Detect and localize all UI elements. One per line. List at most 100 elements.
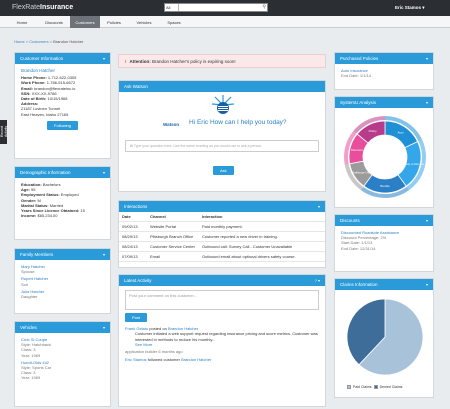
legend-swatch-denied [373, 385, 378, 390]
sunburst-outer-segment[interactable] [385, 116, 423, 142]
collapse-icon[interactable]: ▾ [102, 56, 105, 61]
collapse-icon[interactable]: ▾ [425, 56, 428, 61]
recent-activity-tab[interactable]: Recent Activity [0, 120, 8, 144]
address-line-2: East Heaven, Idaho 27165 [21, 111, 69, 117]
search-box[interactable]: All ⚲ [164, 3, 268, 12]
breadcrumb-current: Brandon Hatcher [53, 39, 84, 44]
following-button[interactable]: Following [47, 120, 78, 131]
cell-interaction: Paid monthly payment. [199, 221, 325, 232]
panel-header: Ask Watson [119, 81, 325, 92]
collapse-icon[interactable]: ▾ [425, 218, 428, 223]
family-member-link[interactable]: Julia Hatcher [21, 288, 45, 294]
sunburst-outer-segment[interactable] [353, 116, 385, 134]
tab-home[interactable]: Home [16, 20, 28, 25]
claims-panel: Claims Information ▾ Paid Claims Denied C… [334, 278, 434, 398]
tab-policies[interactable]: Policies [107, 20, 121, 25]
sunburst-outer-segment[interactable] [344, 163, 364, 191]
ask-button[interactable]: Ask [213, 166, 234, 176]
table-row[interactable]: 08/24/13 Customer Service Center Outboun… [119, 241, 325, 252]
tab-customers[interactable]: Customers [70, 16, 100, 28]
top-bar: FlexRateInsurance All ⚲ Eric Stamos ▾ [0, 0, 450, 16]
analysis-sunburst-chart[interactable]: Auto Likely to Renew Bundle Challenge (%) Di… [336, 109, 434, 207]
discount-start: Start Date: 1/1/13 [341, 240, 373, 246]
ssn: SSN: XXX-XX-9786 [21, 90, 57, 96]
cell-channel: Customer Service Center [147, 241, 199, 252]
tab-vehicles[interactable]: Vehicles [136, 20, 152, 25]
collapse-icon[interactable]: ▾ [102, 252, 105, 257]
sunburst-outer-segment[interactable] [406, 139, 426, 191]
cell-date: 08/24/13 [119, 241, 147, 252]
table-row[interactable]: 08/29/13 Pittsburgh Branch Office Custom… [119, 231, 325, 242]
post-time: application builder 6 months ago [125, 349, 183, 355]
sunburst-outer-segment[interactable] [360, 186, 410, 198]
sunburst-label: Challenge (%) [351, 171, 370, 175]
customer-name-link[interactable]: Brandon Hatcher [21, 68, 56, 73]
tab-discounts[interactable]: Discounts [45, 20, 63, 25]
search-filter-select[interactable]: All [165, 4, 179, 11]
work-phone: Work Phone: 1-786-515-6672 [21, 80, 76, 86]
vehicle-link[interactable]: Hundt-Olds 442 [21, 359, 50, 365]
vehicle-link[interactable]: Civic Si Coupe [21, 337, 48, 342]
help-icon[interactable]: ? ▾ [314, 278, 320, 283]
demo-row: Age: 55 [21, 187, 36, 193]
sunburst-label: Discount [351, 148, 363, 152]
family-member-link[interactable]: Rupert Hatcher [21, 276, 49, 282]
email: Email: brandon@flexrateinc.io [21, 85, 76, 91]
demo-row: Income: $65,234.00 [21, 213, 58, 219]
pie-slice-paid-claims[interactable] [358, 298, 424, 376]
vehicle-year: Year: 1969 [21, 352, 41, 358]
discount-link[interactable]: Discounted Roadside Assistance [341, 230, 400, 235]
post-target-link[interactable]: Brandon Hatcher [181, 357, 212, 363]
comment-input[interactable]: Post your comment on this customer... [125, 290, 319, 310]
post-author-link[interactable]: Frank Gelato [125, 326, 149, 332]
collapse-icon[interactable]: ▾ [425, 100, 428, 105]
collapse-icon[interactable]: ▾ [102, 170, 105, 175]
panel-header: Customer Information ▾ [15, 53, 110, 64]
address-label: Address: [21, 101, 39, 107]
legend-swatch-paid [347, 385, 351, 390]
user-menu[interactable]: Eric Stamos ▾ [395, 5, 425, 10]
collapse-icon[interactable]: ▾ [317, 204, 320, 209]
panel-header: Purchased Policies ▾ [335, 53, 433, 64]
home-phone: Home Phone: 1-712-622-0305 [21, 75, 77, 81]
sunburst-segment[interactable] [356, 120, 386, 144]
collapse-icon[interactable]: ▾ [102, 325, 105, 330]
cell-channel: Pittsburgh Branch Office [147, 231, 199, 242]
cell-date: 09/02/13 [119, 221, 147, 232]
interactions-panel: Interactions ▾ Date Channel Interaction 0… [118, 200, 326, 268]
chat-icon: ✉ [130, 144, 133, 148]
family-relation: Spouse [21, 269, 35, 275]
panel-header: Demographic Information ▾ [15, 167, 110, 178]
post-button[interactable]: Post [125, 313, 148, 323]
table-row[interactable]: 07/09/13 Email Outbound email about opti… [119, 251, 325, 262]
panel-header: Family Members ▾ [15, 249, 110, 260]
breadcrumb-home[interactable]: Home [14, 39, 25, 44]
pie-slice-denied-claims[interactable] [346, 298, 386, 366]
app-logo[interactable]: FlexRateInsurance [12, 4, 74, 11]
search-icon[interactable]: ⚲ [262, 4, 266, 10]
panel-header: Interactions ▾ [119, 201, 325, 212]
collapse-icon[interactable]: ▾ [425, 282, 428, 287]
cell-interaction: Customer reported a new driver in traini… [199, 231, 325, 242]
see-more-link[interactable]: See More [135, 341, 153, 347]
user-name[interactable]: Eric Stamos [395, 5, 422, 10]
vehicles-panel: Vehicles ▾ Civic Si Coupe Style: Hatchbac… [14, 321, 111, 407]
table-row[interactable]: 09/02/13 Website Portal Paid monthly pay… [119, 221, 325, 232]
tab-spaces[interactable]: Spaces [167, 20, 181, 25]
discount-end: End Date: 12/31/14 [341, 245, 376, 251]
post-author-link[interactable]: Eric Stamos [125, 357, 147, 363]
family-member-link[interactable]: Mary Hatcher [21, 264, 46, 269]
sunburst-outer-segment[interactable] [344, 130, 357, 165]
demo-row: Marital Status: Married [21, 202, 64, 208]
policy-link[interactable]: Auto Insurance [341, 68, 368, 73]
panel-header: SystemU Analysis ▾ [335, 97, 433, 108]
post-text: Customer initiated a web support request… [135, 331, 318, 342]
claims-pie-chart[interactable] [336, 291, 434, 383]
legend-label: Paid Claims [353, 385, 372, 389]
vehicle-class: Class: 3 [21, 370, 36, 376]
breadcrumb-customers[interactable]: Customers [29, 39, 49, 44]
post-target-link[interactable]: Brandon Hatcher [167, 326, 199, 332]
cell-channel: Email [147, 251, 199, 262]
alert-icon: ! [125, 59, 127, 64]
question-input[interactable]: ✉ Type your question here. Use the same … [125, 140, 319, 152]
